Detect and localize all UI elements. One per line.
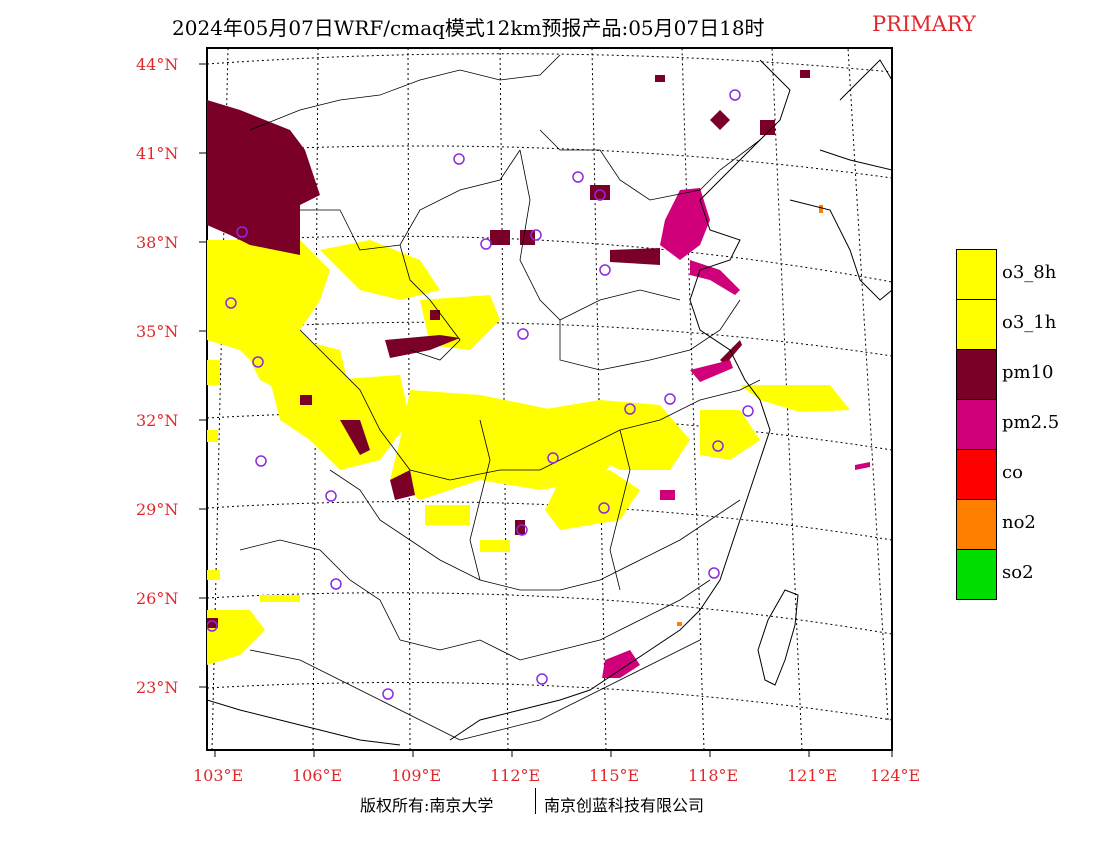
northeast-border: [819, 59, 892, 171]
circle-icon: [207, 620, 218, 632]
legend-swatch: [956, 349, 997, 400]
map-content: [207, 48, 892, 750]
circle-icon: [598, 502, 610, 514]
company-name: 南京创蓝科技有限公司: [544, 796, 705, 815]
lat-label-26: 26°N: [136, 589, 179, 608]
coastline: [449, 59, 791, 741]
circle-icon: [599, 264, 611, 276]
circle-icon: [517, 328, 529, 340]
legend-label: o3_1h: [1002, 312, 1057, 333]
footer-separator: [535, 788, 536, 814]
lat-label-35: 35°N: [136, 322, 179, 341]
lon-label-109: 109°E: [391, 766, 442, 785]
circle-icon: [330, 578, 342, 590]
legend-swatch: [956, 249, 997, 300]
korea-coast: [789, 199, 892, 301]
copyright-text: 版权所有:南京大学: [360, 796, 494, 815]
legend-label: so2: [1002, 562, 1034, 583]
copyright-footer: 版权所有:南京大学 南京创蓝科技有限公司: [0, 788, 1100, 820]
circle-icon: [572, 171, 584, 183]
circle-icon: [547, 452, 559, 464]
axis-ticks: [199, 63, 893, 757]
circle-icon: [624, 403, 636, 415]
legend-swatch: [956, 449, 997, 500]
lat-label-23: 23°N: [136, 678, 179, 697]
no2-areas: [677, 205, 823, 626]
legend-swatch: [956, 549, 997, 600]
pm10-areas: [207, 70, 810, 628]
title-primary-tag: PRIMARY: [872, 12, 976, 36]
map-title: 2024年05月07日WRF/cmaq模式12km预报产品:05月07日18时 …: [0, 12, 1100, 40]
lat-label-29: 29°N: [136, 500, 179, 519]
circle-icon: [594, 189, 606, 201]
circle-icon: [453, 153, 465, 165]
circle-icon: [530, 229, 542, 241]
circle-icon: [708, 567, 720, 579]
circle-icon: [225, 297, 237, 309]
legend-swatch: [956, 399, 997, 450]
lon-label-124: 124°E: [870, 766, 921, 785]
circle-icon: [712, 440, 724, 452]
province-borders: [239, 54, 761, 741]
lon-label-121: 121°E: [787, 766, 838, 785]
circle-icon: [255, 455, 267, 467]
circle-icon: [729, 89, 741, 101]
lon-label-103: 103°E: [193, 766, 244, 785]
circle-icon: [742, 405, 754, 417]
taiwan-island: [757, 589, 799, 686]
circle-icon: [252, 356, 264, 368]
lat-label-32: 32°N: [136, 411, 179, 430]
station-markers: [207, 89, 754, 700]
southern-border: [207, 699, 401, 746]
legend-label: o3_8h: [1002, 262, 1057, 283]
circle-icon: [516, 524, 528, 536]
legend-label: pm10: [1002, 362, 1054, 383]
latitude-gridlines: [207, 53, 892, 721]
lon-label-118: 118°E: [688, 766, 739, 785]
legend-label: co: [1002, 462, 1023, 483]
circle-icon: [536, 673, 548, 685]
title-main: 2024年05月07日WRF/cmaq模式12km预报产品:05月07日18时: [172, 16, 765, 40]
lon-label-115: 115°E: [589, 766, 640, 785]
lat-label-41: 41°N: [136, 144, 179, 163]
o3-areas: [207, 240, 850, 665]
circle-icon: [480, 238, 492, 250]
circle-icon: [236, 226, 248, 238]
legend-swatch: [956, 299, 997, 350]
lat-label-44: 44°N: [136, 55, 179, 74]
circle-icon: [325, 490, 337, 502]
lon-label-106: 106°E: [292, 766, 343, 785]
lat-label-38: 38°N: [136, 233, 179, 252]
circle-icon: [382, 688, 394, 700]
circle-icon: [664, 393, 676, 405]
legend-swatch: [956, 499, 997, 550]
legend-label: pm2.5: [1002, 412, 1060, 433]
lon-label-112: 112°E: [490, 766, 541, 785]
legend-label: no2: [1002, 512, 1036, 533]
